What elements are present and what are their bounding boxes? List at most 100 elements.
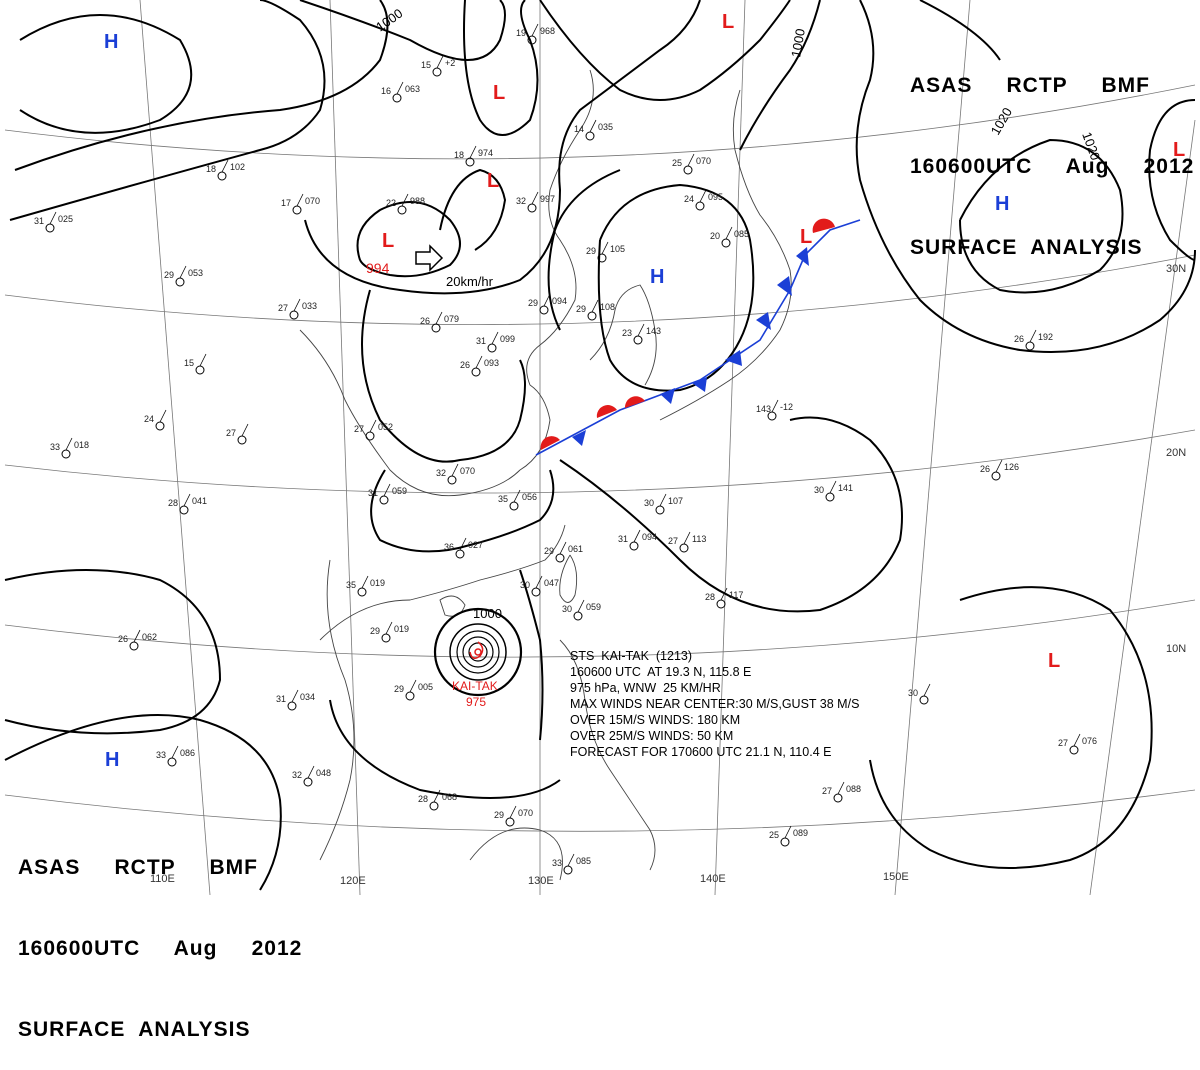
station-temperature: 18	[206, 164, 216, 174]
wind-barb	[531, 191, 539, 205]
station-temperature: 29	[394, 684, 404, 694]
station-temperature: 31	[276, 694, 286, 704]
isobar	[919, 0, 1001, 61]
station-plot: 29 070	[494, 805, 533, 827]
cold-front-spike	[725, 350, 742, 366]
station-temperature: 31	[476, 336, 486, 346]
wind-barb	[159, 409, 167, 423]
coastlines	[299, 69, 792, 881]
station-temperature: 30	[520, 580, 530, 590]
station-temperature: 20	[710, 231, 720, 241]
wind-barb	[241, 423, 249, 437]
station-plot: 27 033	[278, 298, 317, 320]
latitude-line	[4, 599, 1196, 658]
wind-barb	[531, 23, 539, 37]
station-temperature: 26	[118, 634, 128, 644]
station-pressure: 035	[598, 122, 613, 132]
wind-barb	[401, 193, 409, 207]
station-pressure: 085	[734, 229, 749, 239]
station-temperature: 14	[574, 124, 584, 134]
station-temperature: 26	[1014, 334, 1024, 344]
longitude-line	[1089, 119, 1196, 896]
wind-barb	[383, 483, 391, 497]
station-plot: 31 099	[476, 331, 515, 353]
isobar-ring	[462, 636, 494, 668]
station-plot: 27 088	[822, 781, 861, 803]
isobar	[356, 201, 461, 278]
station-temperature: 22	[386, 198, 396, 208]
coastline-philippines	[559, 639, 656, 871]
station-pressure: 068	[442, 792, 457, 802]
wind-barb	[1073, 733, 1081, 747]
low-pressure-center: L	[487, 170, 499, 192]
station-pressure: 107	[668, 496, 683, 506]
wind-barb	[659, 493, 667, 507]
latitude-line	[4, 254, 1196, 325]
station-plot: 29 005	[394, 679, 433, 701]
low-pressure-center: L	[800, 226, 812, 248]
typhoon-name: KAI-TAK	[452, 679, 498, 693]
wind-barb	[409, 679, 417, 693]
station-pressure: 062	[142, 632, 157, 642]
station-plot: 18 102	[206, 159, 245, 181]
low-pressure-center: L	[493, 82, 505, 104]
station-pressure: 079	[444, 314, 459, 324]
longitude-label: 110E	[150, 873, 175, 885]
station-plot: 36 027	[444, 537, 483, 559]
header-block: ASAS RCTP BMF 160600UTC Aug 2012 SURFACE…	[910, 18, 1194, 288]
header-agency: ASAS RCTP BMF	[910, 74, 1150, 97]
low-pressure-center: L	[1173, 139, 1185, 161]
typhoon-info-line: OVER 25M/S WINDS: 50 KM	[570, 729, 734, 743]
isobar	[14, 0, 389, 171]
isobar	[4, 714, 282, 891]
station-plots: 16 063 15 +2 19 968 18 974 22 988 17 070 31 025 32 997 1…	[34, 23, 1097, 875]
longitude-labels: 110E 120E 130E 140E 150E	[150, 871, 909, 887]
station-temperature: 15	[184, 358, 194, 368]
isobar	[370, 469, 555, 553]
longitude-label: 120E	[340, 875, 366, 887]
stationary-front	[535, 218, 861, 456]
wind-barb	[221, 159, 229, 173]
wind-barb	[293, 298, 301, 312]
longitude-line	[139, 0, 211, 896]
isobars	[4, 0, 1196, 891]
isobar	[855, 0, 1196, 353]
isobar-ring	[449, 623, 507, 681]
latitude-line	[4, 429, 1196, 494]
station-plot: 26 192	[1014, 329, 1053, 351]
station-pressure: 041	[192, 496, 207, 506]
station-pressure: 088	[846, 784, 861, 794]
warm-front-bump	[624, 396, 645, 408]
station-pressure: +2	[445, 58, 455, 68]
coastline-hainan	[439, 595, 466, 617]
station-pressure: 974	[478, 148, 493, 158]
wind-barb	[133, 629, 141, 643]
footer-valid-time: 160600UTC Aug 2012	[18, 937, 303, 960]
typhoon-symbol	[469, 641, 484, 659]
station-plot: 31 094	[618, 529, 657, 551]
station-pressure: 047	[544, 578, 559, 588]
station-temperature: 28	[418, 794, 428, 804]
typhoon-isobars	[433, 607, 523, 697]
isobar	[439, 168, 507, 251]
wind-barb	[637, 323, 645, 337]
longitude-label: 150E	[883, 871, 909, 883]
station-pressure: 034	[300, 692, 315, 702]
wind-barb	[771, 399, 779, 413]
station-plot: 18 974	[454, 145, 493, 167]
station-pressure: 063	[405, 84, 420, 94]
station-temperature: 32	[516, 196, 526, 206]
typhoon-pressure: 975	[466, 695, 486, 709]
station-plot: 20 085	[710, 226, 749, 248]
station-temperature: 29	[528, 298, 538, 308]
station-plot: 30 107	[644, 493, 683, 515]
station-pressure: 052	[378, 422, 393, 432]
station-temperature: 17	[281, 198, 291, 208]
station-pressure: 070	[305, 196, 320, 206]
station-temperature: 16	[381, 86, 391, 96]
wind-barb	[720, 587, 728, 601]
typhoon-eye	[474, 648, 482, 656]
station-temperature: 24	[684, 194, 694, 204]
station-pressure: 094	[642, 532, 657, 542]
low-pressure-center: L	[382, 230, 394, 252]
